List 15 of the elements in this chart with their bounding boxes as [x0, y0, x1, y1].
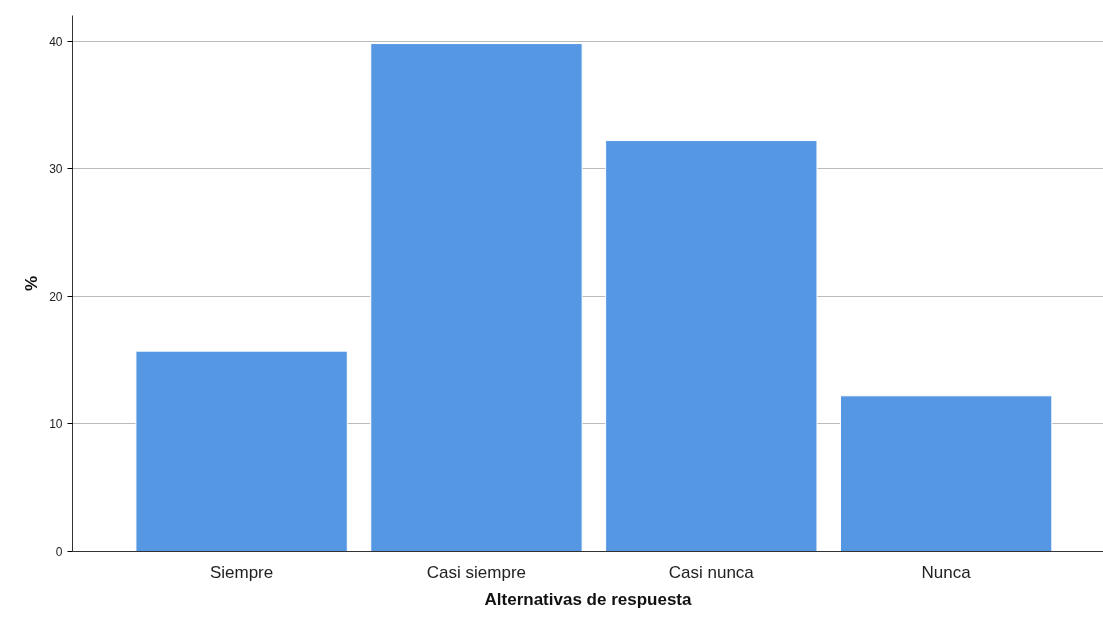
bar — [839, 395, 1053, 552]
x-tick-label: Nunca — [921, 562, 972, 582]
x-tick-label: Casi nunca — [668, 562, 755, 582]
y-tick-label: 40 — [49, 34, 63, 49]
y-tick-label: 20 — [49, 289, 63, 304]
bar — [370, 43, 583, 552]
bar — [135, 350, 348, 552]
x-axis-title: Alternativas de respuesta — [484, 589, 693, 609]
y-tick-label: 0 — [55, 545, 63, 559]
y-axis-title: % — [22, 275, 42, 292]
y-tick-label: 30 — [49, 162, 63, 177]
y-tick-label: 10 — [49, 417, 63, 432]
x-tick-label: Siempre — [209, 562, 274, 582]
bar — [605, 140, 818, 552]
x-tick-label: Casi siempre — [426, 562, 527, 582]
